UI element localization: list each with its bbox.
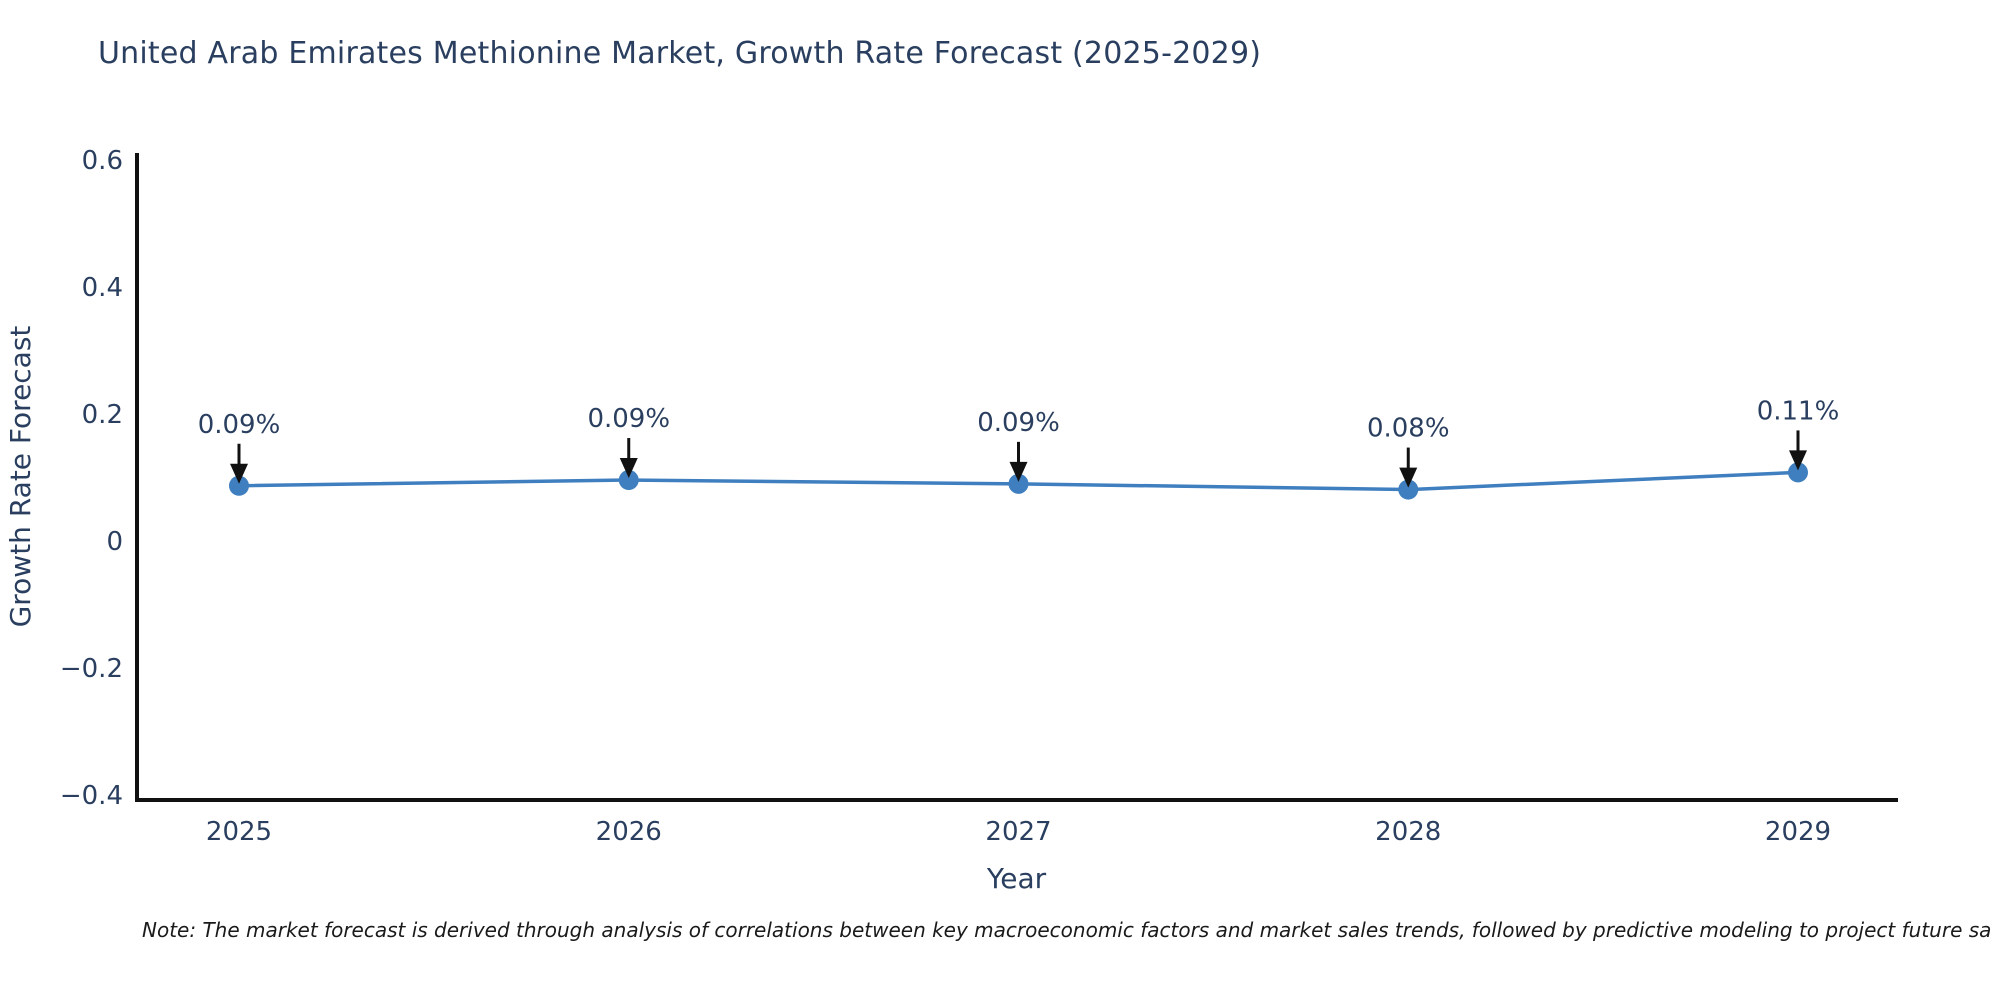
y-tick-label: 0.4 [82,273,123,303]
annotation-arrow-head [1789,450,1807,471]
data-point-label: 0.09% [198,410,281,440]
x-tick-label: 2028 [1375,817,1441,847]
data-point-label: 0.11% [1757,396,1840,426]
footnote: Note: The market forecast is derived thr… [142,918,1992,942]
annotation-arrow-head [1399,467,1418,488]
x-tick-label: 2029 [1765,817,1831,847]
chart-title: United Arab Emirates Methionine Market, … [98,36,1262,71]
y-tick-label: −0.4 [60,781,123,811]
y-tick-label: 0.6 [82,146,123,176]
y-tick-label: −0.2 [60,654,123,684]
data-point-marker [1788,462,1808,483]
data-point-marker [1398,479,1419,500]
data-point-marker [229,475,249,496]
annotation-arrow-head [230,463,248,484]
data-point-label: 0.09% [977,408,1060,438]
data-point-marker [1008,473,1029,494]
data-point-marker [618,470,639,491]
data-point-label: 0.09% [587,404,670,434]
x-axis-title: Year [986,862,1047,895]
y-tick-label: 0.2 [82,400,123,430]
x-tick-label: 2027 [985,817,1051,847]
y-tick-label: 0 [106,527,123,557]
y-axis-title: Growth Rate Forecast [4,326,37,628]
annotation-arrow-head [1009,461,1028,482]
x-tick-label: 2025 [206,817,272,847]
data-point-label: 0.08% [1367,414,1450,444]
x-tick-label: 2026 [596,817,662,847]
annotation-arrow-head [619,458,638,479]
